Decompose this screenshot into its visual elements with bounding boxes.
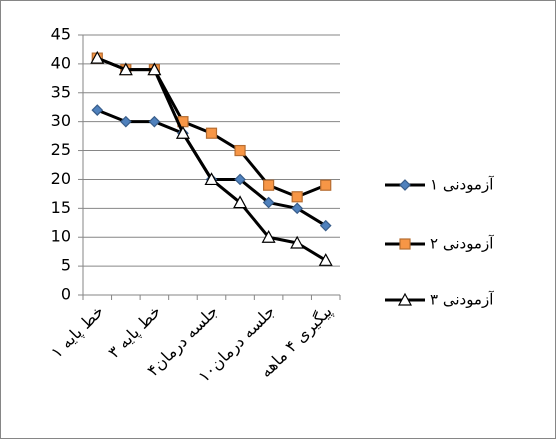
marker [262,196,275,209]
y-tick-label: 30 [51,111,71,130]
y-tick-label: 35 [51,82,71,101]
y-tick-label: 15 [51,198,71,217]
marker [91,104,104,116]
marker [399,179,411,191]
marker [148,115,161,128]
marker [147,62,162,76]
legend-label: آزمودنی ۱ [430,176,494,194]
y-tick-label: 0 [61,285,71,304]
y-tick-label: 40 [51,53,71,72]
marker [318,253,333,266]
marker [204,172,219,186]
y-tick-label: 45 [51,25,71,44]
marker [118,62,133,76]
y-tick-label: 5 [61,256,71,275]
legend-label: آزمودنی ۲ [430,235,494,253]
marker [90,50,105,64]
marker [320,179,332,191]
marker [290,235,305,249]
marker [205,127,218,139]
marker [119,115,132,128]
marker [399,238,411,250]
marker [234,144,246,157]
legend-label: آزمودنی ۳ [430,291,494,309]
marker [234,173,246,186]
marker [397,292,413,306]
marker [291,191,303,203]
y-tick-label: 20 [51,169,71,188]
marker [263,179,275,191]
y-tick-label: 25 [51,140,71,159]
marker [291,202,304,215]
y-tick-label: 10 [51,227,71,246]
marker [175,125,190,139]
marker [261,229,276,243]
marker [319,219,332,232]
marker [233,195,248,209]
